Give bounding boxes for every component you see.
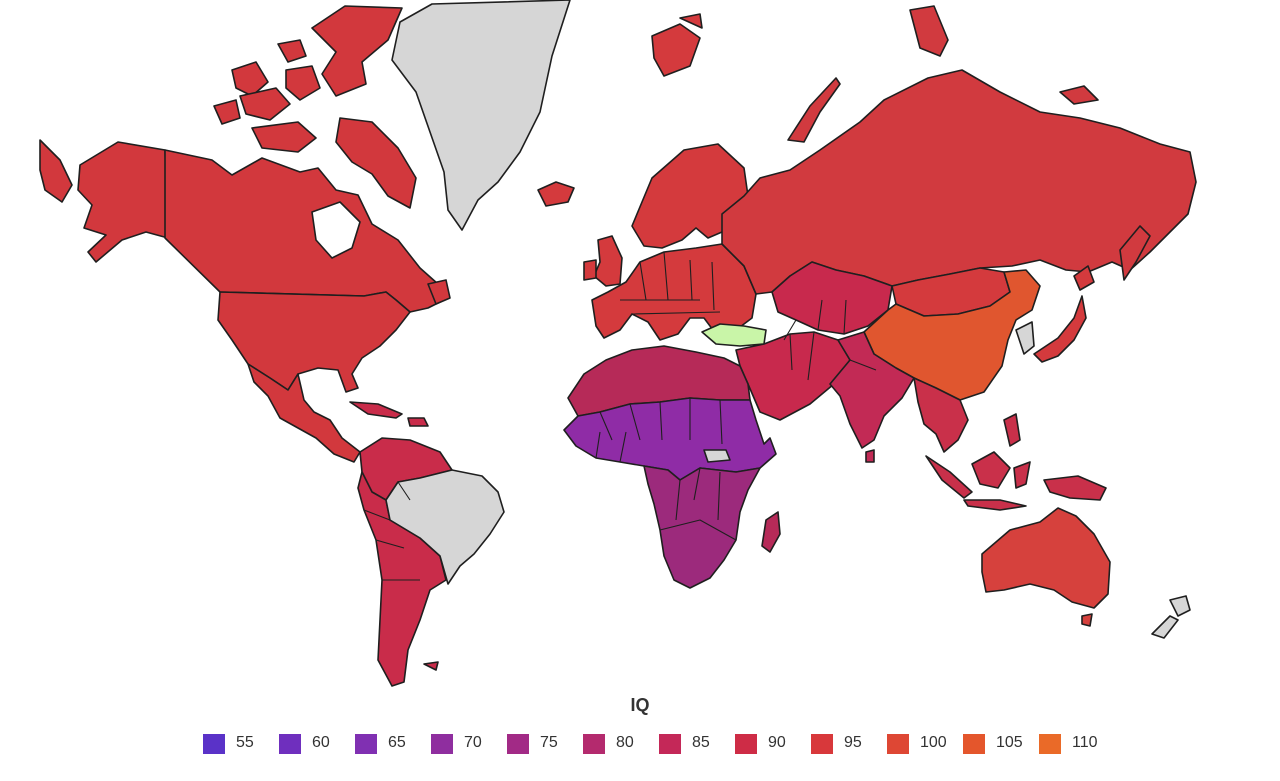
legend-label: 95 (844, 734, 862, 751)
region-sulawesi (1013, 461, 1031, 489)
world-map (39, 0, 1197, 687)
region-great-britain (593, 235, 623, 287)
legend-swatch (583, 734, 605, 754)
region-brazil (385, 469, 505, 585)
hudson-bay (311, 201, 361, 259)
region-svalbard (651, 23, 701, 77)
legend-label: 60 (312, 734, 330, 751)
legend-swatch (203, 734, 225, 754)
region-new-zealand-south (1151, 615, 1179, 639)
region-alaska-west (39, 139, 73, 203)
region-japan (1033, 295, 1087, 363)
region-arctic-island-4 (251, 121, 317, 153)
region-arctic-island-6 (277, 39, 307, 63)
region-newfoundland (427, 279, 451, 305)
legend-label: 105 (996, 734, 1023, 751)
region-svalbard-east (679, 13, 703, 29)
legend-label: 110 (1072, 734, 1098, 751)
region-kamchatka (1119, 225, 1151, 281)
legend-swatch (811, 734, 833, 754)
region-baffin-island (335, 117, 417, 209)
region-south-sudan (703, 449, 731, 463)
legend-items: 55 60 65 70 75 80 85 90 95 100 105 110 (203, 733, 1123, 755)
region-tasmania (1081, 613, 1093, 627)
region-hokkaido (1073, 265, 1095, 291)
border-south-america-internal (363, 481, 420, 581)
legend-label: 80 (616, 734, 634, 751)
legend-swatch (1039, 734, 1061, 754)
border-asia-internal (783, 299, 877, 381)
region-greenland (391, 0, 571, 231)
region-hispaniola (407, 417, 429, 427)
border-africa-internal (595, 398, 737, 541)
region-arctic-russia-island (909, 5, 949, 57)
region-arctic-island-1 (231, 61, 269, 97)
region-ellesmere-island (311, 5, 403, 97)
border-europe-internal (620, 251, 721, 315)
region-southern-africa (643, 465, 761, 589)
legend-swatch (431, 734, 453, 754)
region-arctic-island-3 (285, 65, 321, 101)
region-australia (981, 507, 1111, 609)
legend-label: 85 (692, 734, 710, 751)
region-korea (1015, 321, 1035, 355)
region-turkey (701, 323, 767, 347)
legend-label: 75 (540, 734, 558, 751)
legend-swatch (735, 734, 757, 754)
legend-swatch (279, 734, 301, 754)
region-iceland (537, 181, 575, 207)
legend-swatch (507, 734, 529, 754)
region-alaska (77, 141, 169, 263)
legend-label: 90 (768, 734, 786, 751)
legend-swatch (659, 734, 681, 754)
region-new-zealand-north (1169, 595, 1191, 617)
region-new-guinea (1043, 475, 1107, 501)
region-ireland (583, 259, 597, 281)
region-south-asia (829, 331, 915, 449)
region-southeast-asia (913, 377, 969, 453)
legend-title: IQ (630, 695, 650, 715)
legend-swatch (887, 734, 909, 754)
legend-swatch (963, 734, 985, 754)
region-arctic-island-2 (239, 87, 291, 121)
region-novaya-zemlya (787, 77, 841, 143)
region-cuba (349, 401, 403, 419)
region-russian-island-east (1059, 85, 1099, 105)
border-canada-us (219, 291, 365, 297)
region-sri-lanka (865, 449, 875, 463)
legend-label: 55 (236, 734, 254, 751)
region-united-states (217, 291, 411, 393)
region-falkland-islands (423, 661, 439, 671)
legend-label: 70 (464, 734, 482, 751)
region-madagascar (761, 511, 781, 553)
region-borneo (971, 451, 1011, 489)
region-arctic-island-5 (213, 99, 241, 125)
region-java (963, 499, 1027, 511)
legend-swatch (355, 734, 377, 754)
region-philippines (1003, 413, 1021, 447)
region-sumatra (925, 455, 973, 499)
region-continental-europe (591, 243, 757, 341)
legend: IQ 55 60 65 70 75 80 85 90 95 100 105 110 (0, 690, 1280, 781)
legend-label: 100 (920, 734, 947, 751)
legend-label: 65 (388, 734, 406, 751)
